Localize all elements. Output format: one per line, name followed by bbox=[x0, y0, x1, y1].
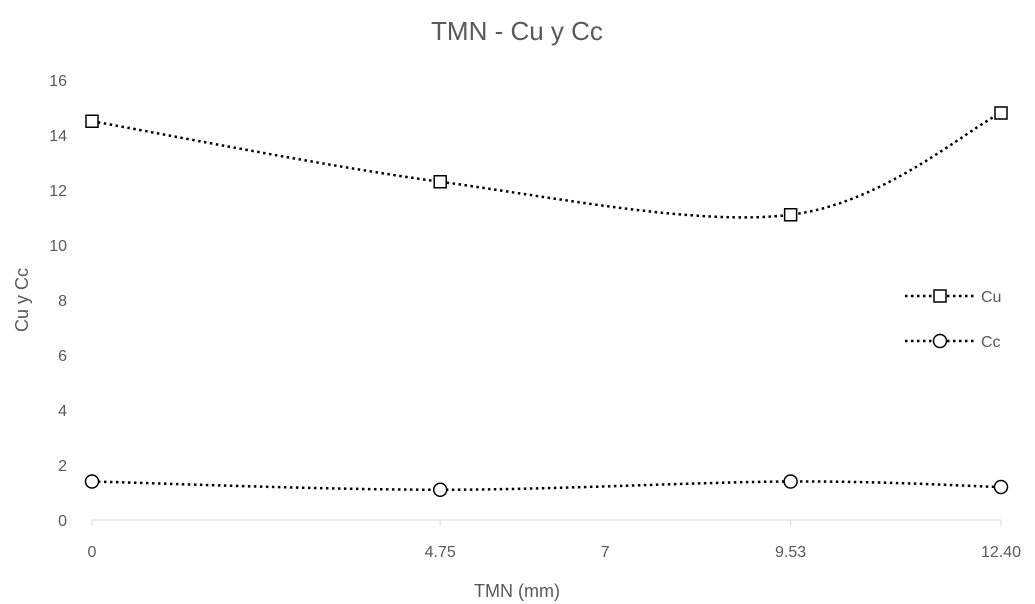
legend-item-cu: Cu bbox=[905, 289, 1001, 306]
legend-label-cc: Cc bbox=[981, 334, 1001, 351]
y-tick-label: 12 bbox=[49, 183, 67, 200]
series-cc bbox=[84, 474, 1009, 497]
data-point-cu bbox=[85, 114, 99, 128]
series-cu bbox=[85, 106, 1008, 222]
x-axis-tick-marks bbox=[91, 520, 1002, 526]
data-point-cu bbox=[783, 208, 798, 222]
data-point-cc bbox=[432, 482, 448, 497]
x-tick-label: 12.40 bbox=[981, 544, 1021, 561]
data-point-cc bbox=[783, 474, 798, 489]
y-tick-label: 8 bbox=[58, 293, 67, 310]
legend: Cu Cc bbox=[905, 289, 1001, 351]
y-axis-title: Cu y Cc bbox=[12, 268, 32, 332]
y-axis-ticks: 0 2 4 6 8 10 12 14 16 bbox=[49, 73, 67, 530]
legend-marker-cu bbox=[933, 289, 947, 303]
chart-title: TMN - Cu y Cc bbox=[431, 16, 603, 46]
data-point-cc bbox=[84, 474, 100, 489]
legend-item-cc: Cc bbox=[905, 333, 1001, 351]
y-tick-label: 14 bbox=[49, 128, 67, 145]
data-point-cu bbox=[994, 106, 1008, 120]
x-tick-label: 7 bbox=[601, 544, 610, 561]
x-axis-ticks: 0 4.75 7 9.53 12.40 bbox=[88, 544, 1022, 561]
y-tick-label: 6 bbox=[58, 348, 67, 365]
data-point-cu bbox=[433, 175, 447, 189]
y-tick-label: 2 bbox=[58, 458, 67, 475]
x-tick-label: 0 bbox=[88, 544, 97, 561]
x-tick-label: 9.53 bbox=[775, 544, 806, 561]
y-tick-label: 4 bbox=[58, 403, 67, 420]
y-tick-label: 16 bbox=[49, 73, 67, 90]
y-tick-label: 0 bbox=[58, 513, 67, 530]
legend-label-cu: Cu bbox=[981, 289, 1001, 306]
legend-marker-cc bbox=[932, 333, 948, 349]
series-layer bbox=[84, 106, 1009, 497]
series-line-cu bbox=[91, 111, 1002, 219]
data-point-cc bbox=[993, 479, 1009, 495]
y-tick-label: 10 bbox=[49, 238, 67, 255]
series-line-cc bbox=[91, 480, 1002, 492]
x-tick-label: 4.75 bbox=[425, 544, 456, 561]
x-axis-title: TMN (mm) bbox=[474, 581, 560, 601]
